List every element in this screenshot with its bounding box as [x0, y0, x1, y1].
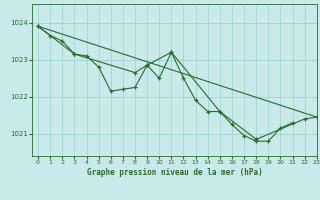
X-axis label: Graphe pression niveau de la mer (hPa): Graphe pression niveau de la mer (hPa) [86, 168, 262, 177]
